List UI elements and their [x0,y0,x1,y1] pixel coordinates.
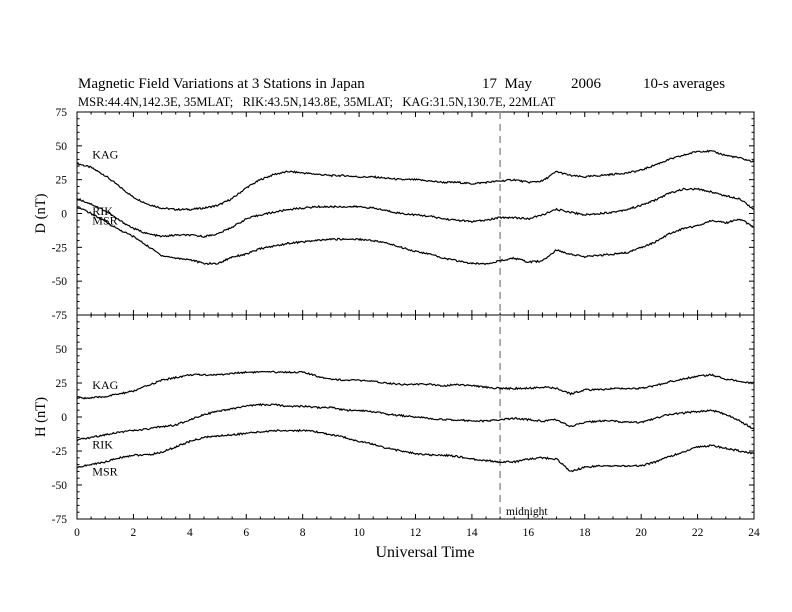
y-tick-label: -25 [52,446,68,458]
chart-year: 2006 [571,76,602,92]
chart-title: Magnetic Field Variations at 3 Stations … [78,76,365,92]
x-tick-label: 14 [466,527,478,539]
x-tick-label: 20 [635,527,647,539]
y-tick-label: 75 [56,107,68,119]
chart-stations-line: MSR:44.4N,142.3E, 35MLAT; RIK:43.5N,143.… [78,95,556,109]
y-tick-label: -50 [52,276,68,288]
x-tick-label: 0 [74,527,80,539]
y-tick-label: -50 [52,480,68,492]
series-line-rik-bottom [76,402,755,442]
series-line-msr-top [76,206,755,266]
x-tick-label: 10 [353,527,365,539]
y-tick-label: -25 [52,242,68,254]
x-tick-label: 2 [131,527,137,539]
y-tick-label: 0 [61,209,67,221]
chart-averaging: 10-s averages [643,76,725,92]
y-tick-label: 50 [56,344,68,356]
series-line-kag-bottom [76,370,755,400]
x-tick-label: 24 [748,527,760,539]
x-tick-label: 8 [300,527,306,539]
x-tick-label: 12 [410,527,422,539]
x-tick-label: 6 [243,527,249,539]
x-tick-label: 22 [692,527,704,539]
series-label-kag-top: KAG [92,147,118,161]
x-tick-label: 18 [579,527,591,539]
series-label-kag-bottom: KAG [92,378,118,392]
y-tick-label: -75 [52,514,68,526]
midnight-label: midnight [506,506,548,518]
y-axis-label-bottom: H (nT) [33,397,49,437]
y-tick-label: 50 [56,141,68,153]
x-axis-label: Universal Time [375,544,474,561]
x-tick-label: 16 [523,527,535,539]
series-label-msr-top: MSR [92,214,117,228]
series-line-rik-top [76,187,755,239]
panel-frame-top [76,111,755,316]
series-label-rik-top: RIK [92,204,113,218]
series-label-rik-bottom: RIK [92,437,113,451]
chart-date: 17 May [482,76,532,92]
x-tick-label: 4 [187,527,193,539]
y-axis-label-top: D (nT) [33,193,49,233]
series-line-kag-top [76,149,755,211]
series-label-msr-bottom: MSR [92,465,117,479]
series-line-msr-bottom [76,428,755,473]
y-tick-label: 0 [61,412,67,424]
y-tick-label: -75 [52,310,68,322]
y-tick-label: 25 [56,175,68,187]
y-tick-label: 25 [56,378,68,390]
